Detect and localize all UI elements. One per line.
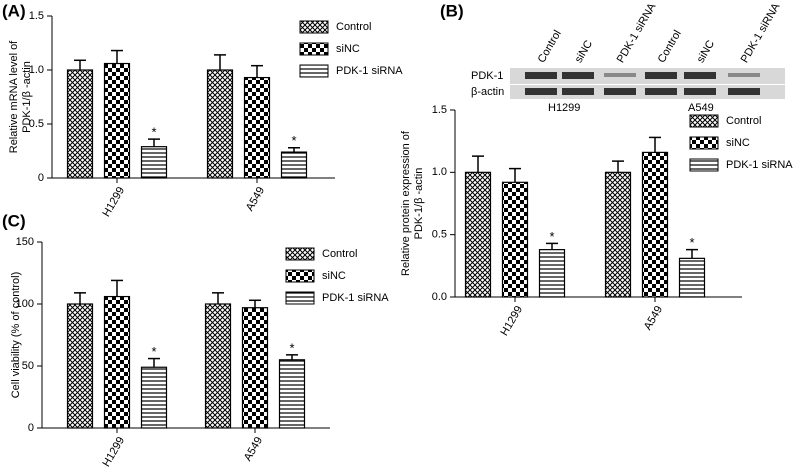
bar (280, 151, 308, 179)
bar (464, 171, 492, 298)
y-axis-label: Relative mRNA level of (8, 40, 20, 153)
significance-mark: * (689, 235, 694, 250)
y-axis-label: Cell viability (% of control) (10, 272, 22, 399)
legend-label: siNC (726, 137, 750, 149)
chart-panel: 0 50 100 150 Cell viability (% of control) H1… (10, 236, 389, 469)
y-tick-label: 0 (38, 172, 44, 184)
significance-mark: * (151, 344, 156, 359)
legend-swatch (299, 64, 329, 78)
panel-label: (B) (440, 1, 464, 20)
bar (604, 171, 632, 298)
bar (140, 146, 168, 179)
y-tick-label: 0 (28, 422, 34, 434)
blot-group-label: A549 (688, 102, 714, 114)
significance-mark: * (291, 133, 296, 148)
chart-panel: 0 0.5 1.0 1.5 Relative mRNA level of PDK-1/β … (8, 10, 403, 219)
bar (103, 295, 131, 429)
significance-mark: * (549, 229, 554, 244)
bar (501, 181, 529, 298)
bar (538, 249, 566, 298)
bar (641, 151, 669, 298)
y-axis-label: PDK-1/β -actin (21, 61, 33, 133)
y-tick-label: 1.0 (29, 64, 44, 76)
legend-swatch (285, 291, 315, 305)
bar (678, 257, 706, 298)
x-tick-label: H1299 (499, 304, 526, 338)
panel-label: (C) (2, 211, 26, 230)
legend-label: Control (726, 115, 761, 127)
western-blot: PDK-1 β-actin H1299 A549 (471, 68, 785, 114)
significance-mark: * (289, 340, 294, 355)
bands (525, 72, 760, 95)
y-tick-label: 100 (16, 298, 34, 310)
bar (140, 366, 168, 429)
blot-lane-label: siNC (573, 38, 595, 65)
y-tick-label: 1.5 (432, 104, 447, 116)
blot-lane-label: PDK-1 siRNA (739, 1, 783, 65)
bar (103, 62, 131, 179)
blot-lane-label: Control (536, 28, 564, 65)
legend-label: PDK-1 siRNA (726, 159, 793, 171)
panel-label: (A) (2, 1, 26, 20)
y-tick-label: 0.0 (432, 291, 447, 303)
legend-swatch (285, 247, 315, 261)
y-tick-label: 1.5 (29, 10, 44, 22)
bar (66, 69, 94, 179)
y-axis-label: Relative protein expression of (400, 130, 412, 276)
x-tick-label: H1299 (101, 435, 128, 469)
legend-swatch (299, 20, 329, 34)
chart-panel: 0.0 0.5 1.0 1.5 Relative protein expression … (400, 104, 793, 338)
legend-swatch (285, 269, 315, 283)
legend-swatch (689, 114, 719, 128)
legend-swatch (689, 136, 719, 150)
x-tick-label: A549 (642, 304, 665, 332)
legend-label: siNC (336, 43, 360, 55)
x-tick-label: A549 (244, 185, 267, 213)
legend-label: Control (336, 21, 371, 33)
y-tick-label: 0.5 (432, 229, 447, 241)
legend-label: Control (322, 248, 357, 260)
bar (206, 69, 234, 179)
bar (66, 303, 94, 429)
legend-swatch (299, 42, 329, 56)
bar (243, 76, 271, 179)
blot-lane-label: Control (656, 28, 684, 65)
y-axis-label: PDK-1/β -actin (413, 168, 425, 240)
x-tick-label: A549 (242, 435, 265, 463)
legend-label: siNC (322, 270, 346, 282)
y-tick-label: 150 (16, 236, 34, 248)
y-tick-label: 1.0 (432, 166, 447, 178)
legend-label: PDK-1 siRNA (336, 65, 403, 77)
blot-row-label: PDK-1 (471, 70, 503, 82)
blot-lane-label: PDK-1 siRNA (615, 1, 659, 65)
blot-group-label: H1299 (548, 102, 580, 114)
bar (241, 307, 269, 429)
x-tick-label: H1299 (101, 185, 128, 219)
bar (204, 303, 232, 429)
blot-row-label: β-actin (471, 86, 504, 98)
y-tick-label: 0.5 (29, 118, 44, 130)
legend-swatch (689, 158, 719, 172)
significance-mark: * (151, 125, 156, 140)
blot-lane-label: siNC (695, 38, 717, 65)
legend-label: PDK-1 siRNA (322, 292, 389, 304)
y-tick-label: 50 (22, 360, 34, 372)
bar (278, 359, 306, 429)
